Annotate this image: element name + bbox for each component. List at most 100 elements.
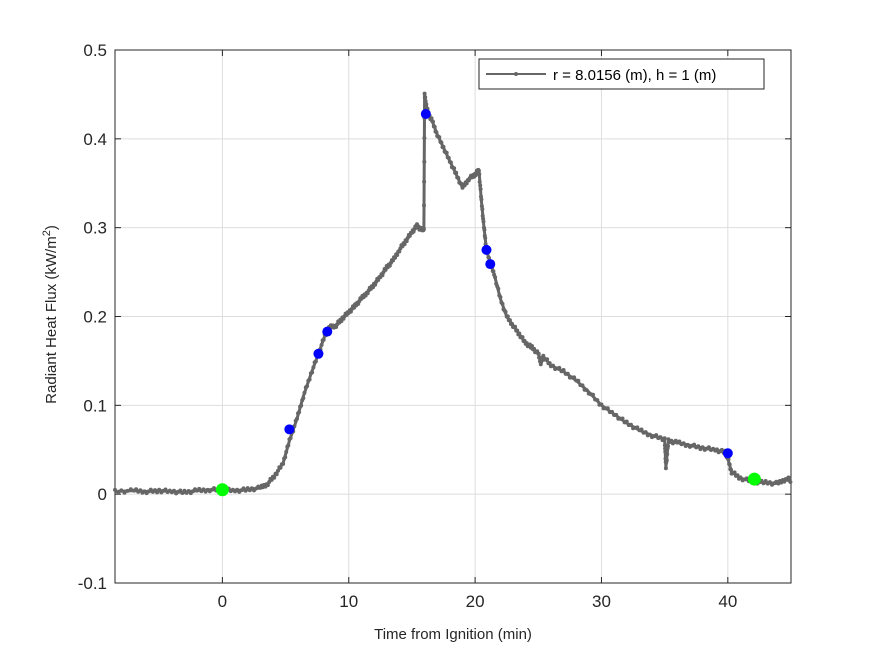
series-point — [437, 135, 442, 140]
series-point — [284, 450, 289, 454]
series-point — [635, 425, 640, 430]
x-tick-label: 0 — [218, 592, 227, 611]
series-point — [456, 176, 461, 180]
series-point — [421, 227, 426, 232]
series-point — [517, 331, 522, 336]
series-point — [407, 233, 412, 238]
series-point — [444, 150, 449, 155]
series-point — [422, 159, 427, 164]
series-point — [513, 324, 518, 329]
series-point — [584, 388, 589, 393]
series-point — [480, 207, 485, 212]
series-point — [265, 483, 270, 488]
series-point — [122, 490, 127, 495]
series-point — [545, 357, 550, 362]
series-point — [561, 368, 566, 372]
series-point — [448, 160, 453, 165]
series-point — [520, 335, 525, 340]
series-point — [547, 361, 552, 366]
series-point — [662, 436, 667, 441]
series-point — [532, 346, 537, 351]
series-point — [481, 219, 486, 224]
series-line — [114, 92, 792, 494]
series-point — [482, 227, 487, 232]
x-tick-label: 30 — [592, 592, 611, 611]
series-point — [441, 144, 446, 149]
series-point — [681, 441, 686, 446]
series-point — [321, 337, 326, 342]
series-point — [665, 452, 670, 457]
series-point — [446, 156, 451, 160]
series-point — [639, 427, 644, 432]
series-point — [510, 321, 514, 326]
series-point — [423, 95, 428, 100]
blue-marker — [420, 108, 431, 119]
series-point — [297, 410, 302, 415]
y-axis-label-main: Radiant Heat Flux (kW/m — [43, 236, 60, 404]
y-tick-label: 0.2 — [83, 308, 107, 327]
series-point — [580, 383, 585, 388]
series-point — [732, 470, 737, 475]
series-point — [658, 435, 663, 440]
x-tick-label: 10 — [339, 592, 358, 611]
highlight-markers — [215, 108, 761, 497]
series-point — [310, 370, 315, 375]
series-point — [422, 179, 427, 184]
series-point — [286, 443, 291, 448]
series-point — [620, 416, 625, 421]
series-point — [397, 249, 402, 254]
blue-marker — [722, 448, 733, 459]
green-marker — [215, 483, 229, 497]
series-point — [491, 269, 496, 274]
y-tick-label: 0 — [98, 485, 107, 504]
series-point — [476, 168, 481, 173]
series-point — [439, 140, 444, 145]
y-tick-label: 0.1 — [83, 396, 107, 415]
series-point — [274, 472, 279, 477]
green-marker — [747, 472, 761, 486]
series-point — [283, 455, 288, 460]
blue-marker — [485, 259, 496, 270]
y-tick-label: -0.1 — [78, 574, 107, 593]
series-point — [610, 409, 614, 414]
series-point — [313, 359, 318, 364]
series-point — [402, 242, 407, 247]
x-axis-label: Time from Ignition (min) — [374, 626, 532, 643]
series-point — [572, 375, 577, 380]
series-point — [395, 253, 400, 257]
y-tick-label: 0.5 — [83, 41, 107, 60]
series-point — [301, 396, 306, 401]
series-point — [719, 447, 724, 452]
legend: r = 8.0156 (m), h = 1 (m) — [478, 58, 765, 90]
legend-entry: r = 8.0156 (m), h = 1 (m) — [553, 67, 716, 84]
series-point — [311, 365, 316, 370]
series-point — [557, 365, 562, 370]
series-point — [629, 422, 633, 427]
series-point — [128, 487, 133, 492]
series-point — [727, 462, 732, 467]
series-point — [299, 403, 304, 408]
series-point — [663, 466, 668, 471]
series-point — [477, 172, 482, 177]
series-point — [434, 130, 439, 135]
series-point — [452, 166, 457, 171]
y-axis-label: Radiant Heat Flux (kW/m2) — [41, 225, 60, 404]
legend-marker-icon — [514, 72, 518, 76]
series-point — [288, 436, 293, 440]
series-point — [464, 181, 469, 186]
series-point — [744, 476, 749, 481]
series-point — [307, 377, 312, 382]
series-point — [662, 443, 667, 448]
series-point — [302, 390, 307, 395]
series-point — [393, 255, 398, 260]
series-point — [677, 439, 682, 444]
series-point — [422, 91, 427, 96]
series-point — [424, 102, 429, 107]
grid-lines — [115, 49, 791, 584]
series-point — [605, 406, 610, 411]
series-point — [706, 445, 711, 450]
series-point — [654, 433, 659, 438]
series-point — [487, 256, 491, 260]
series-point — [696, 444, 701, 449]
